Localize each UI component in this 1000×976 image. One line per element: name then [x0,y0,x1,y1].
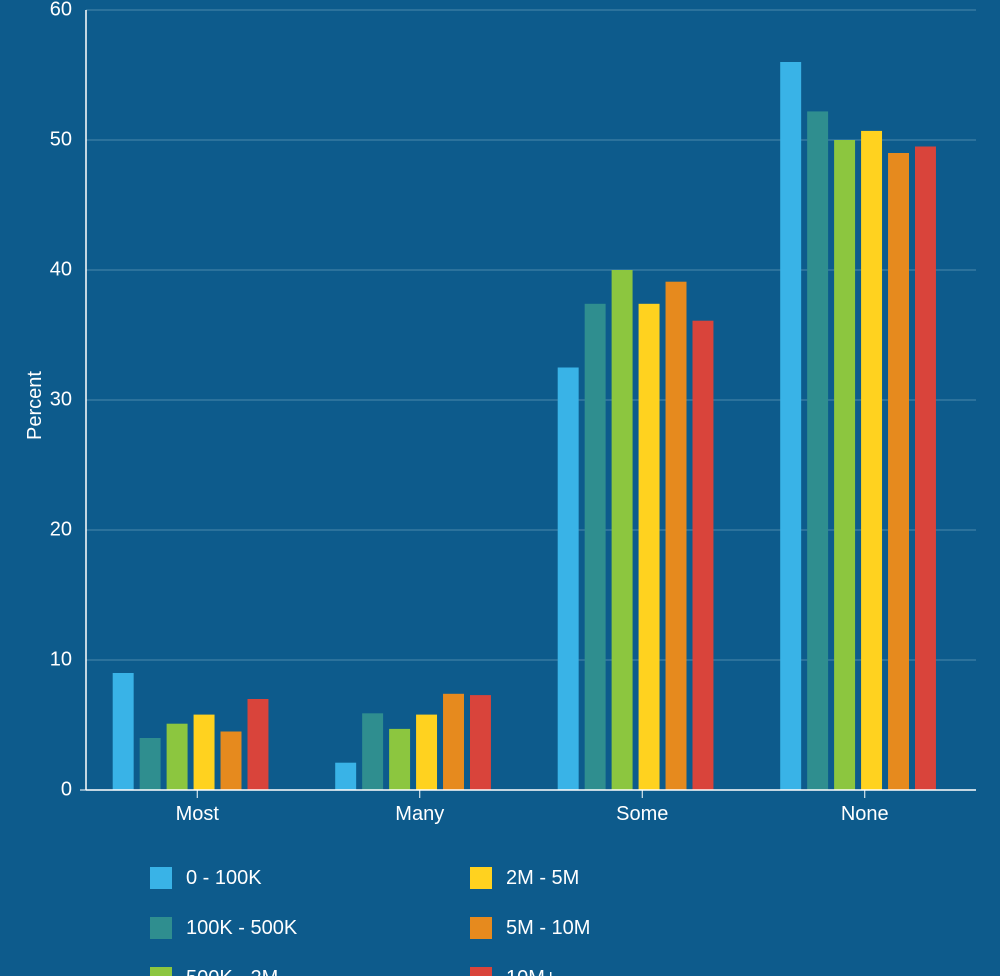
legend-item: 0 - 100K [150,858,470,898]
bar [666,282,687,790]
bar [692,321,713,790]
bar [113,673,134,790]
legend-item: 2M - 5M [470,858,790,898]
legend-swatch [470,917,492,939]
x-tick-label: Some [616,803,668,825]
legend: 0 - 100K 100K - 500K 500K - 2M 2M - 5M 5M - … [150,858,790,976]
bar [780,62,801,790]
legend-swatch [150,867,172,889]
bar [221,732,242,791]
bar [807,111,828,790]
legend-label: 5M - 10M [506,917,590,940]
y-tick-label: 60 [50,0,72,20]
y-tick-label: 40 [50,258,72,280]
y-tick-label: 50 [50,128,72,150]
y-tick-label: 20 [50,518,72,540]
bar [612,270,633,790]
bar [389,729,410,790]
bar [861,131,882,790]
legend-label: 100K - 500K [186,917,297,940]
y-axis-label: Percent [24,371,47,440]
y-tick-label: 0 [61,778,72,800]
legend-label: 500K - 2M [186,967,278,976]
bar [335,763,356,790]
bar [585,304,606,790]
x-tick-label: Most [176,803,220,825]
y-tick-label: 30 [50,388,72,410]
legend-swatch [150,967,172,976]
legend-item: 100K - 500K [150,908,470,948]
bar [558,368,579,791]
bar [888,153,909,790]
x-tick-label: Many [395,803,444,825]
y-tick-label: 10 [50,648,72,670]
bar [915,147,936,791]
legend-label: 10M+ [506,967,557,976]
legend-item: 500K - 2M [150,958,470,976]
x-tick-label: None [841,803,889,825]
bar [443,694,464,790]
bar [470,695,491,790]
legend-label: 0 - 100K [186,867,262,890]
legend-swatch [470,867,492,889]
bar [639,304,660,790]
chart-container: 0 10 20 30 40 50 60 Most Many Some None Percent 0 … [0,0,1000,976]
bar [416,715,437,790]
bar [362,713,383,790]
bar-chart: 0 10 20 30 40 50 60 Most Many Some None [0,0,1000,976]
legend-item: 10M+ [470,958,790,976]
bar [834,140,855,790]
legend-swatch [470,967,492,976]
legend-item: 5M - 10M [470,908,790,948]
bar [194,715,215,790]
legend-label: 2M - 5M [506,867,579,890]
bar [247,699,268,790]
bar [167,724,188,790]
legend-swatch [150,917,172,939]
bar [140,738,161,790]
